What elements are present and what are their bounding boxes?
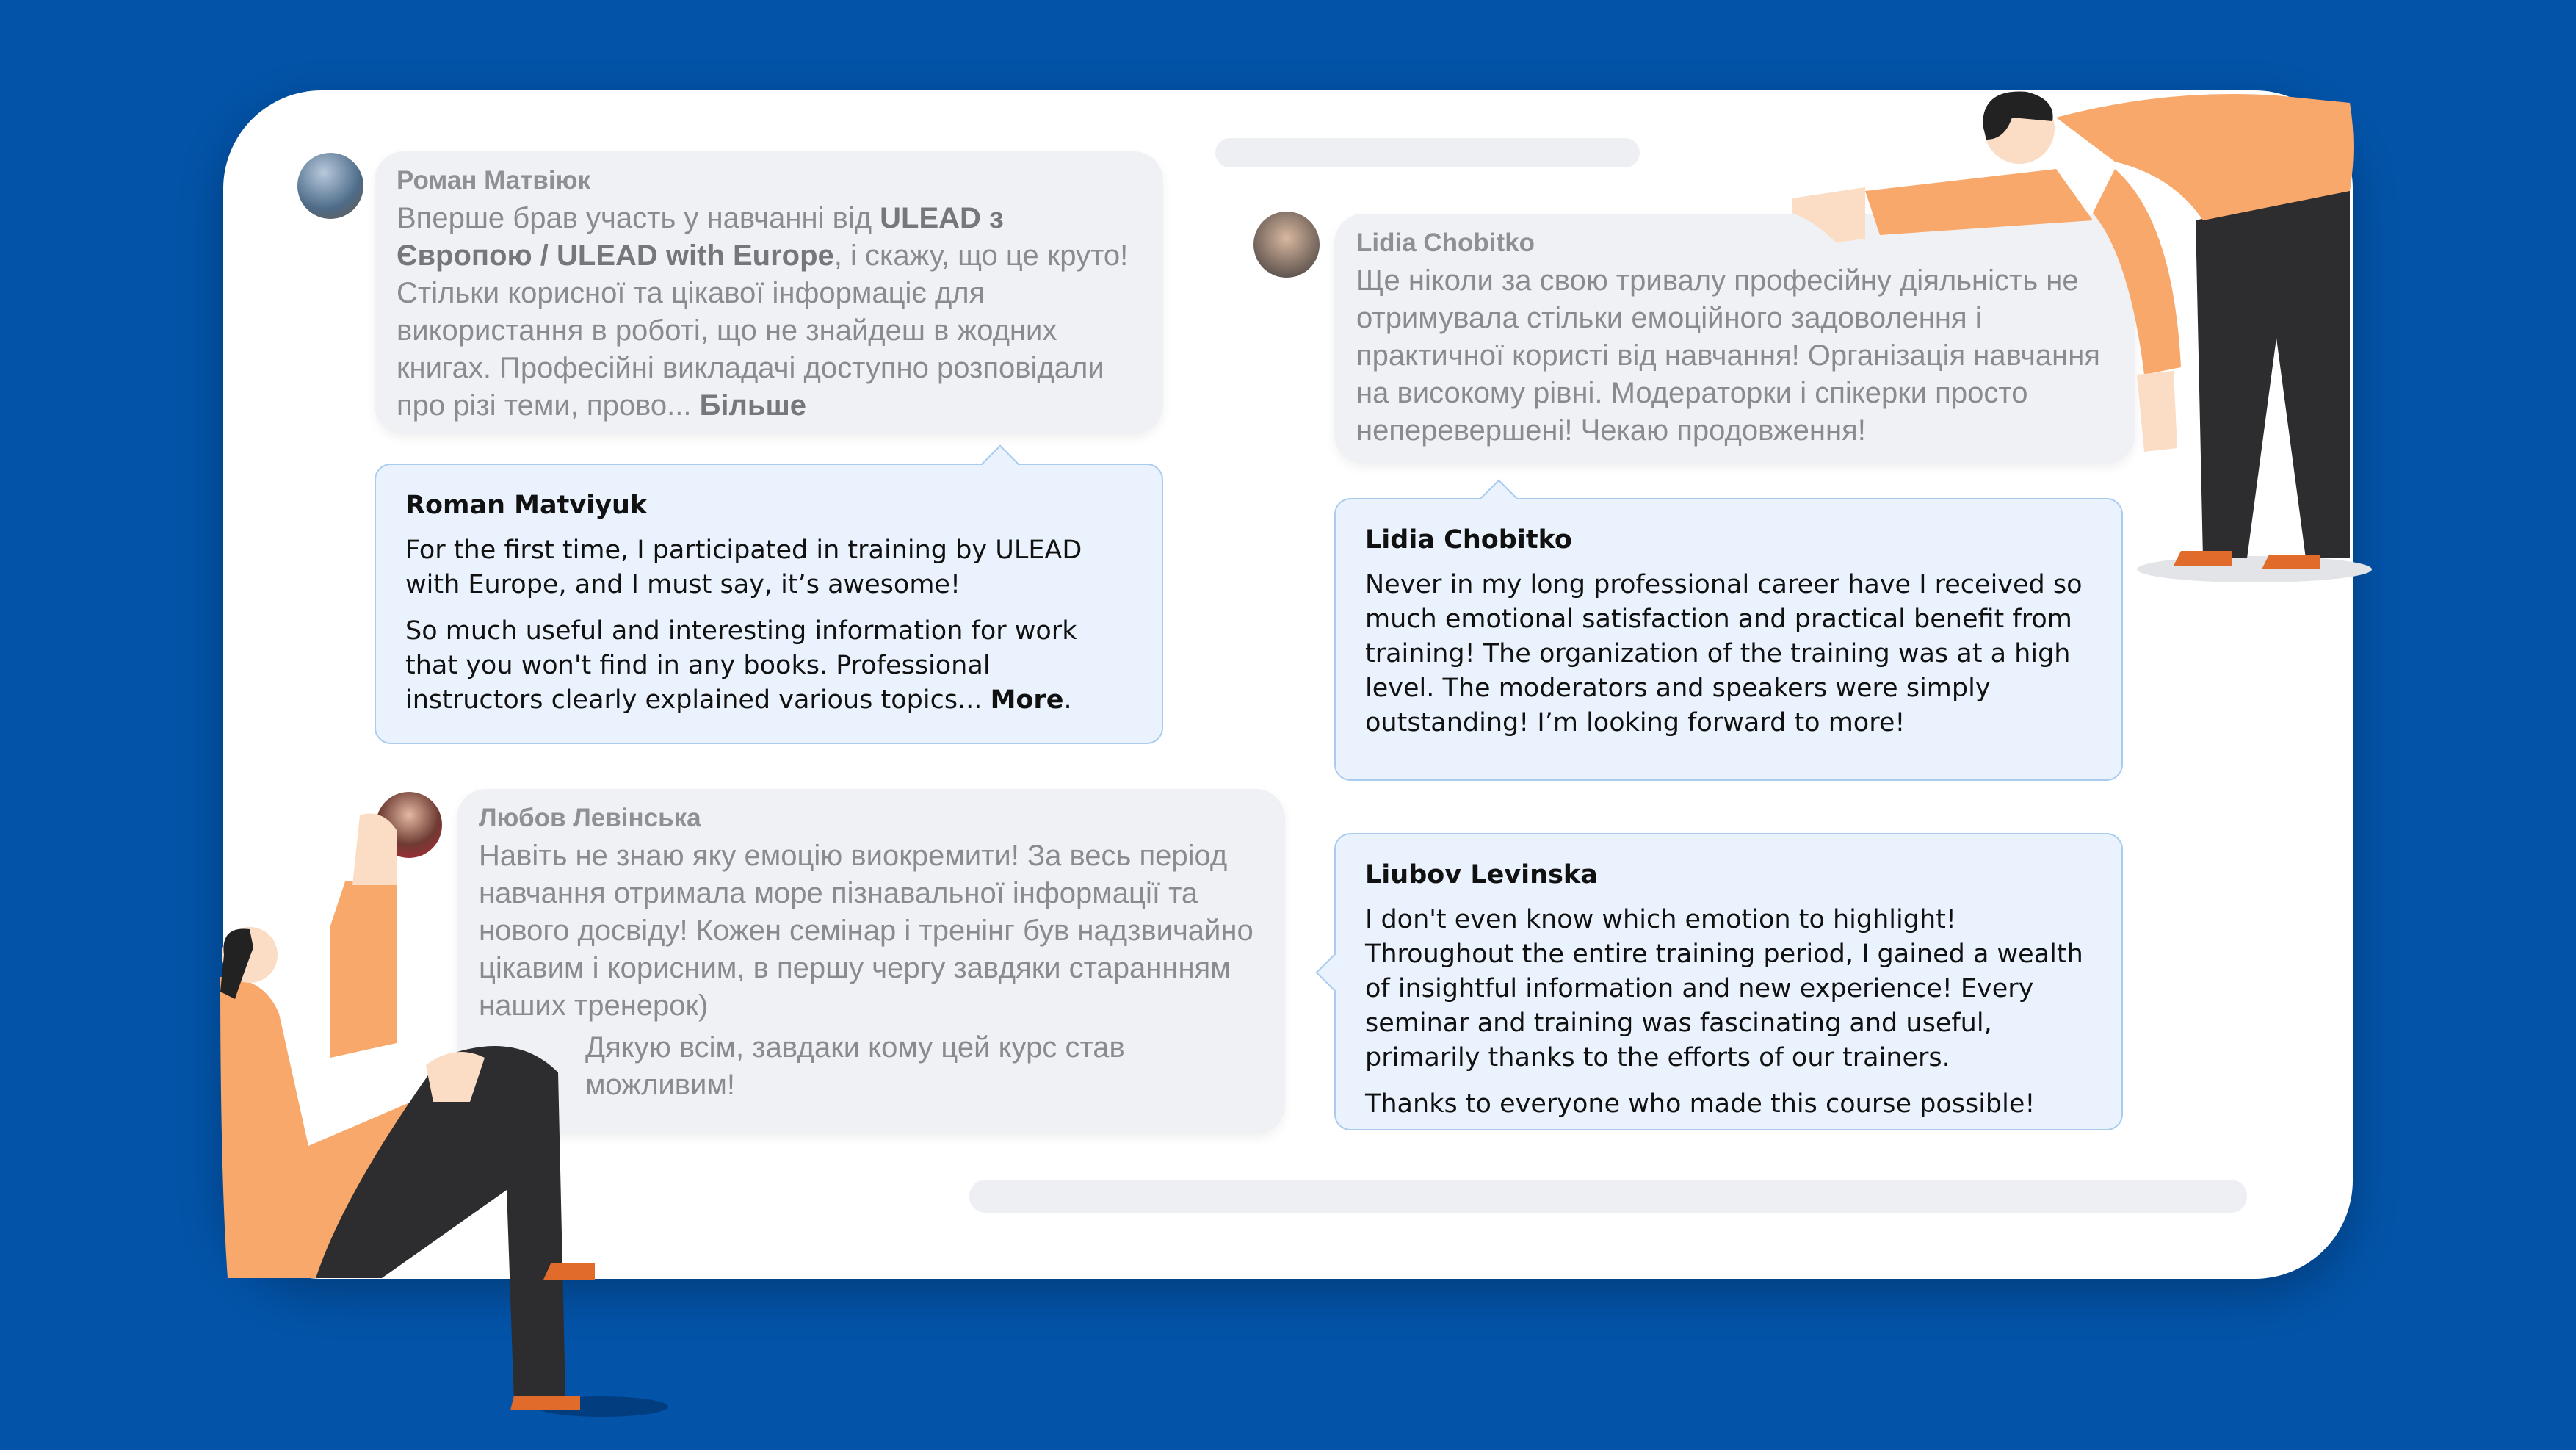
- avatar-lidia: [1253, 212, 1320, 278]
- sitting-person-illustration: [220, 813, 668, 1417]
- original-comment-liubov: Любов Левінська Навіть не знаю яку емоці…: [457, 789, 1285, 1134]
- translation-lidia: Lidia Chobitko Never in my long professi…: [1334, 479, 2123, 781]
- standing-person-illustration: [1792, 91, 2372, 582]
- comment-author: Lidia Chobitko: [1356, 228, 1535, 257]
- comment-text: , і скажу, що це круто! Стільки корисної…: [397, 239, 1129, 422]
- comment-bold-text: ULEAD з Європою / ULEAD with Europe: [397, 202, 1004, 272]
- translation-text: Thanks to everyone who made this course …: [1365, 1089, 2036, 1119]
- comment-text: Вперше брав участь у навчанні від: [397, 202, 880, 234]
- comment-text: Дякую всім, завдаки кому цей курс став м…: [585, 1031, 1125, 1101]
- translation-author: Lidia Chobitko: [1365, 525, 1572, 555]
- more-link[interactable]: More: [990, 685, 1064, 715]
- translation-author: Liubov Levinska: [1365, 860, 1598, 890]
- comment-text: Навіть не знаю яку емоцію виокремити! За…: [479, 840, 1253, 1022]
- translation-author: Roman Matviyuk: [405, 491, 648, 520]
- original-comment-lidia: Lidia Chobitko Ще ніколи за свою тривалу…: [1334, 214, 2135, 464]
- translation-liubov: Liubov Levinska I don't even know which …: [1315, 833, 2123, 1130]
- placeholder-bar-top: [1215, 138, 1640, 167]
- translation-text: So much useful and interesting informati…: [405, 616, 1077, 715]
- comment-author: Роман Матвіюк: [397, 166, 590, 195]
- more-link[interactable]: Більше: [699, 389, 807, 422]
- placeholder-bar-bottom: [969, 1180, 2247, 1213]
- comment-text: Ще ніколи за свою тривалу професійну дія…: [1356, 264, 2100, 447]
- translation-text: For the first time, I participated in tr…: [405, 535, 1082, 599]
- translation-text: I don't even know which emotion to highl…: [1365, 905, 2083, 1072]
- comment-author: Любов Левінська: [479, 804, 701, 832]
- punctuation: .: [1063, 685, 1072, 715]
- avatar-roman: [297, 153, 363, 219]
- translation-roman: Roman Matviyuk For the first time, I par…: [375, 444, 1163, 744]
- translation-text: Never in my long professional career hav…: [1365, 570, 2083, 737]
- original-comment-roman: Роман Матвіюк Вперше брав участь у навча…: [375, 151, 1163, 434]
